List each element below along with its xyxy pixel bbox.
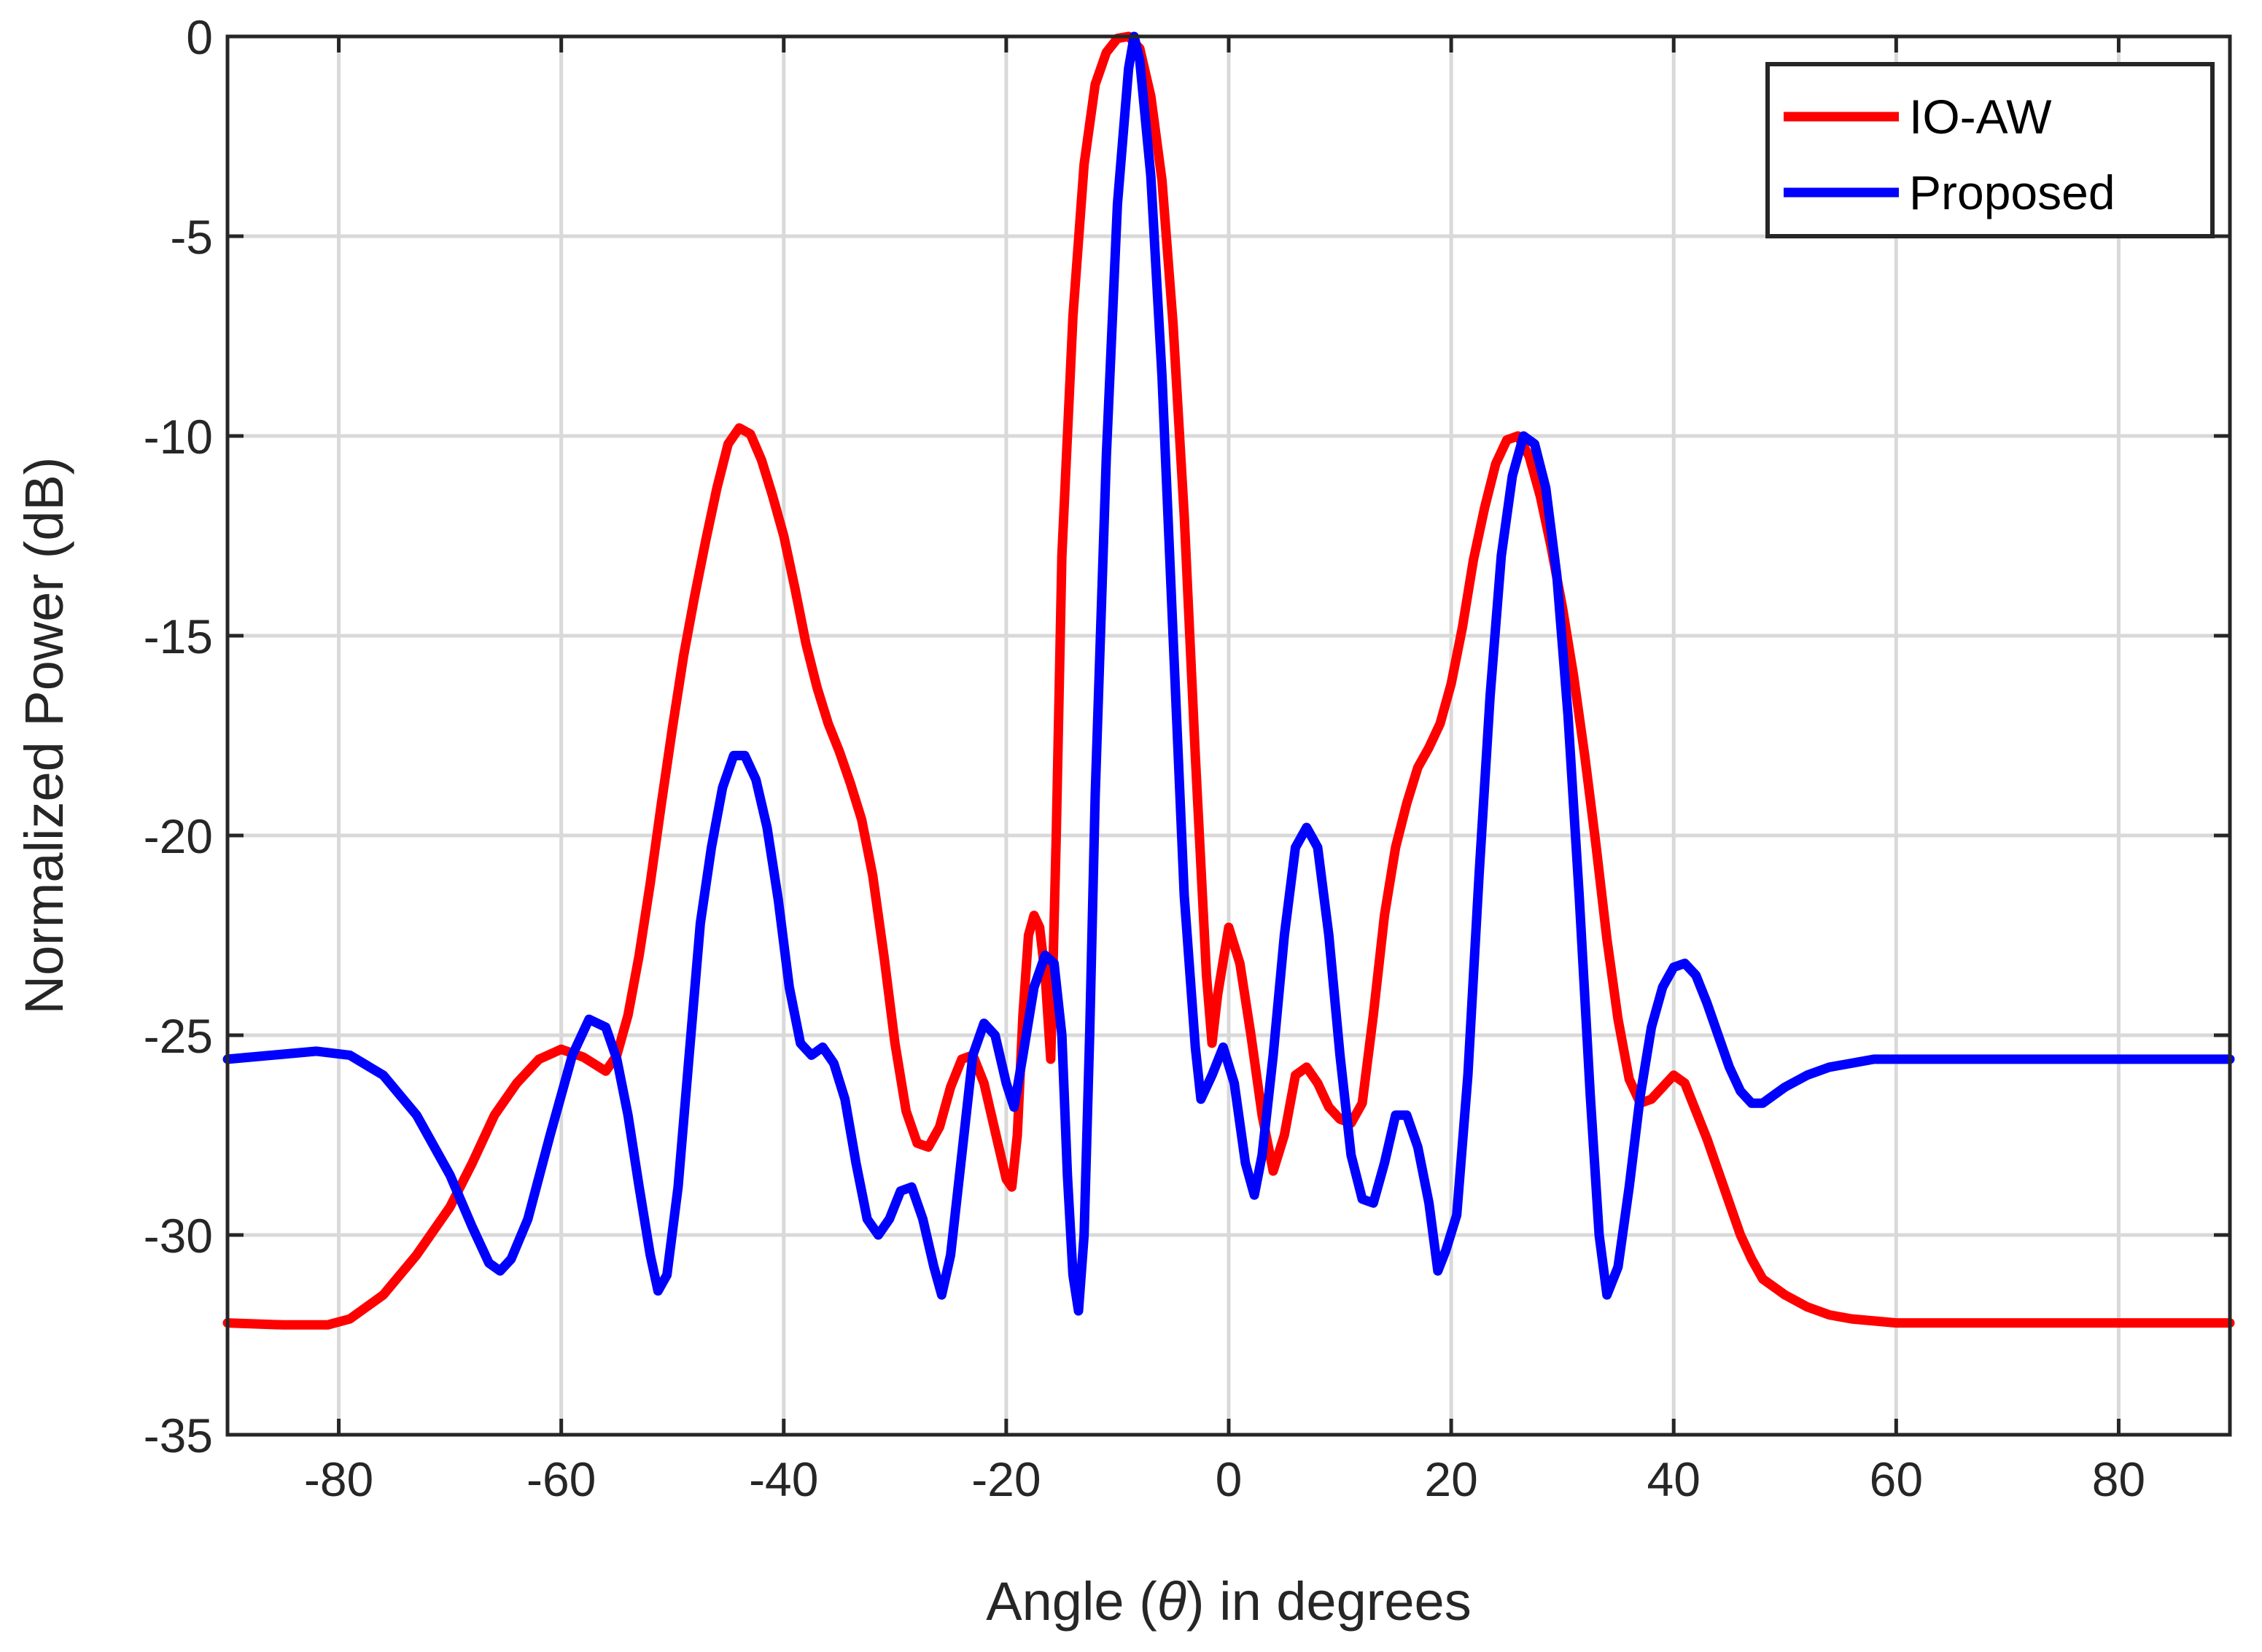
plot-frame xyxy=(225,34,2232,1437)
x-tick-label: 80 xyxy=(2092,1452,2145,1506)
y-tick-label: -25 xyxy=(144,1009,213,1063)
y-tick-label: -15 xyxy=(144,609,213,663)
y-tick-label: -35 xyxy=(144,1409,213,1462)
legend: IO-AW Proposed xyxy=(1765,62,2215,238)
x-axis-title: Angle (θ) in degrees xyxy=(986,1571,1471,1632)
y-tick-label: -5 xyxy=(170,210,213,264)
series-line-proposed xyxy=(222,31,2235,1316)
legend-label-io-aw: IO-AW xyxy=(1909,90,2052,144)
x-tick-label: -80 xyxy=(304,1452,373,1506)
y-axis-title: Normalized Power (dB) xyxy=(14,457,74,1015)
x-tick-label: -40 xyxy=(749,1452,818,1506)
x-tick-label: 40 xyxy=(1647,1452,1701,1506)
legend-box xyxy=(1765,62,2215,238)
legend-entries: IO-AW Proposed xyxy=(1784,90,2115,219)
x-axis-title-symbol: θ xyxy=(1157,1571,1186,1632)
y-tick-label: -20 xyxy=(144,809,213,863)
series-layer xyxy=(222,31,2235,1330)
y-tick-label: -10 xyxy=(144,410,213,464)
x-tick-label: -60 xyxy=(526,1452,596,1506)
y-tick-label: -30 xyxy=(144,1209,213,1263)
x-axis-ticks: -80 -60 -40 -20 0 20 40 60 80 xyxy=(304,36,2145,1506)
x-tick-label: 0 xyxy=(1216,1452,1243,1506)
y-axis-ticks: 0 -5 -10 -15 -20 -25 -30 -35 xyxy=(144,10,2230,1462)
x-axis-title-suffix: ) in degrees xyxy=(1186,1571,1472,1632)
x-axis-title-prefix: Angle ( xyxy=(986,1571,1157,1632)
x-tick-label: 60 xyxy=(1870,1452,1923,1506)
x-tick-label: -20 xyxy=(971,1452,1041,1506)
legend-label-proposed: Proposed xyxy=(1909,165,2115,219)
y-tick-label: 0 xyxy=(186,10,213,64)
x-tick-label: 20 xyxy=(1424,1452,1477,1506)
